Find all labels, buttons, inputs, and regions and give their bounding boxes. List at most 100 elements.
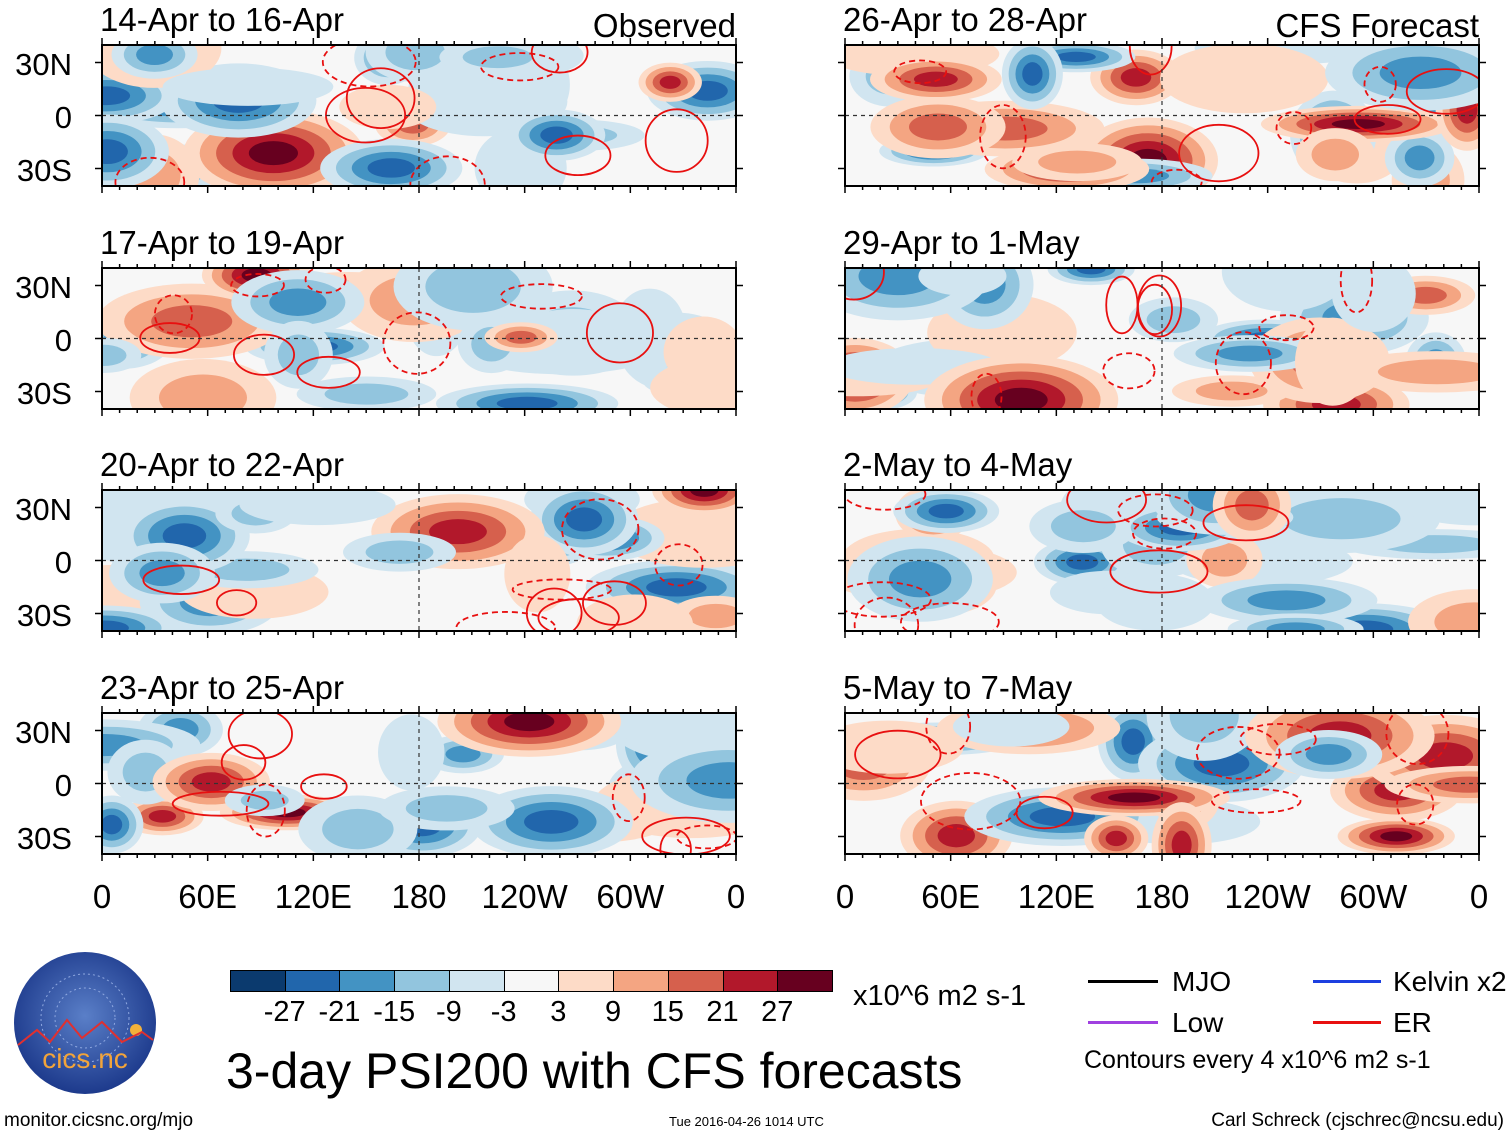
er-contour (1178, 123, 1260, 183)
lat-label: 30S (16, 153, 72, 188)
anomaly-shading (269, 288, 327, 316)
er-contour (582, 580, 647, 626)
er-contour (304, 268, 347, 294)
er-contour (296, 355, 361, 389)
er-contour (142, 564, 221, 595)
anomaly-shading (1056, 51, 1096, 63)
anomaly-shading (1379, 56, 1462, 90)
colorbar-tick-label: -21 (318, 996, 361, 1028)
anomaly-shading (136, 45, 173, 65)
colorbar-tick-label: -15 (373, 996, 416, 1028)
er-contour (1066, 490, 1147, 524)
anomaly-shading (524, 809, 579, 834)
anomaly-shading (1331, 119, 1385, 129)
anomaly-shading (102, 344, 127, 366)
er-contour (232, 333, 295, 376)
er-contour (1128, 45, 1173, 76)
legend-er-line (1313, 1021, 1381, 1024)
anomaly-shading (1107, 792, 1161, 803)
er-contour (1385, 713, 1450, 765)
anomaly-shading (324, 383, 409, 405)
panel-title: 5-May to 7-May (843, 669, 1073, 706)
panel-title: 23-Apr to 25-Apr (100, 669, 344, 706)
lat-label: 30N (15, 47, 72, 82)
er-contour (1339, 268, 1374, 314)
er-contour (1109, 549, 1209, 594)
lon-label: 120E (1017, 878, 1095, 915)
contour-note: Contours every 4 x10^6 m2 s-1 (1084, 1046, 1431, 1074)
er-contour (854, 729, 942, 780)
anomaly-shading (1417, 742, 1474, 770)
anomaly-shading (504, 535, 571, 613)
er-contour (1195, 726, 1281, 780)
anomaly-shading (540, 126, 573, 144)
anomaly-shading (1388, 490, 1479, 526)
anomaly-shading (1066, 554, 1099, 570)
anomaly-shading (1195, 381, 1268, 401)
psi200-map (95, 38, 743, 193)
anomaly-shading (1434, 602, 1479, 631)
footer-timestamp: Tue 2016-04-26 1014 UTC (669, 1114, 824, 1129)
colorbar-tick-label: 15 (651, 996, 684, 1028)
anomaly-shading (102, 814, 123, 835)
anomaly-shading (1266, 622, 1325, 631)
colorbar-swatch (394, 970, 450, 992)
lat-label: 30N (15, 715, 72, 750)
anomaly-shading (1305, 743, 1352, 765)
anomaly-shading (1247, 590, 1326, 611)
legend-kelvin-line (1313, 980, 1381, 983)
psi200-map (95, 706, 743, 861)
er-contour (1405, 68, 1479, 115)
colorbar-swatch (667, 970, 724, 992)
colorbar-swatch (722, 970, 779, 992)
legend-low-label: Low (1172, 1007, 1224, 1038)
cics-logo: cics.nc (14, 952, 156, 1094)
lat-label: 30S (16, 821, 72, 856)
anomaly-shading (1201, 542, 1248, 577)
anomaly-shading (928, 503, 964, 519)
anomaly-shading (151, 305, 233, 338)
anomaly-shading (1120, 68, 1152, 87)
er-contour (153, 294, 193, 335)
anomaly-shading (1217, 345, 1283, 362)
anomaly-shading (1160, 45, 1329, 114)
anomaly-shading (1404, 145, 1435, 171)
er-contour (220, 744, 267, 781)
lon-label: 180 (1134, 878, 1190, 915)
er-contour (500, 283, 583, 310)
er-contour (644, 108, 709, 173)
er-contour (1396, 783, 1435, 826)
colorbar-tick-label: 9 (605, 996, 622, 1028)
er-contour (925, 713, 972, 755)
er-contour (845, 581, 932, 618)
legend-low-line (1088, 1021, 1158, 1024)
er-contour (675, 824, 736, 850)
er-contour (114, 156, 186, 186)
panel-title: 17-Apr to 19-Apr (100, 224, 344, 261)
anomaly-shading (1377, 359, 1479, 385)
panel-title: 2-May to 4-May (843, 446, 1073, 483)
anomaly-shading (1095, 573, 1215, 631)
anomaly-shading (576, 594, 693, 631)
anomaly-shading (646, 578, 707, 597)
er-contour (216, 589, 258, 617)
anomaly-shading (429, 519, 487, 545)
er-contour (1202, 504, 1290, 542)
anomaly-shading (566, 507, 603, 532)
er-contour (1239, 723, 1317, 756)
er-contour (321, 45, 417, 88)
lat-label: 30S (16, 376, 72, 411)
anomaly-shading (162, 67, 334, 106)
anomaly-shading (686, 762, 736, 799)
anomaly-shading (162, 523, 207, 549)
panel-title: 26-Apr to 28-Apr (843, 1, 1087, 38)
er-contour (659, 829, 692, 854)
lon-label: 0 (1469, 878, 1489, 915)
colorbar-tick-label: -3 (490, 996, 517, 1028)
er-contour (245, 783, 286, 838)
legend-er-label: ER (1393, 1007, 1432, 1038)
colorbar-swatch (284, 970, 341, 992)
lon-label: 60E (178, 878, 238, 915)
anomaly-shading (277, 334, 320, 376)
lon-label: 120E (274, 878, 352, 915)
